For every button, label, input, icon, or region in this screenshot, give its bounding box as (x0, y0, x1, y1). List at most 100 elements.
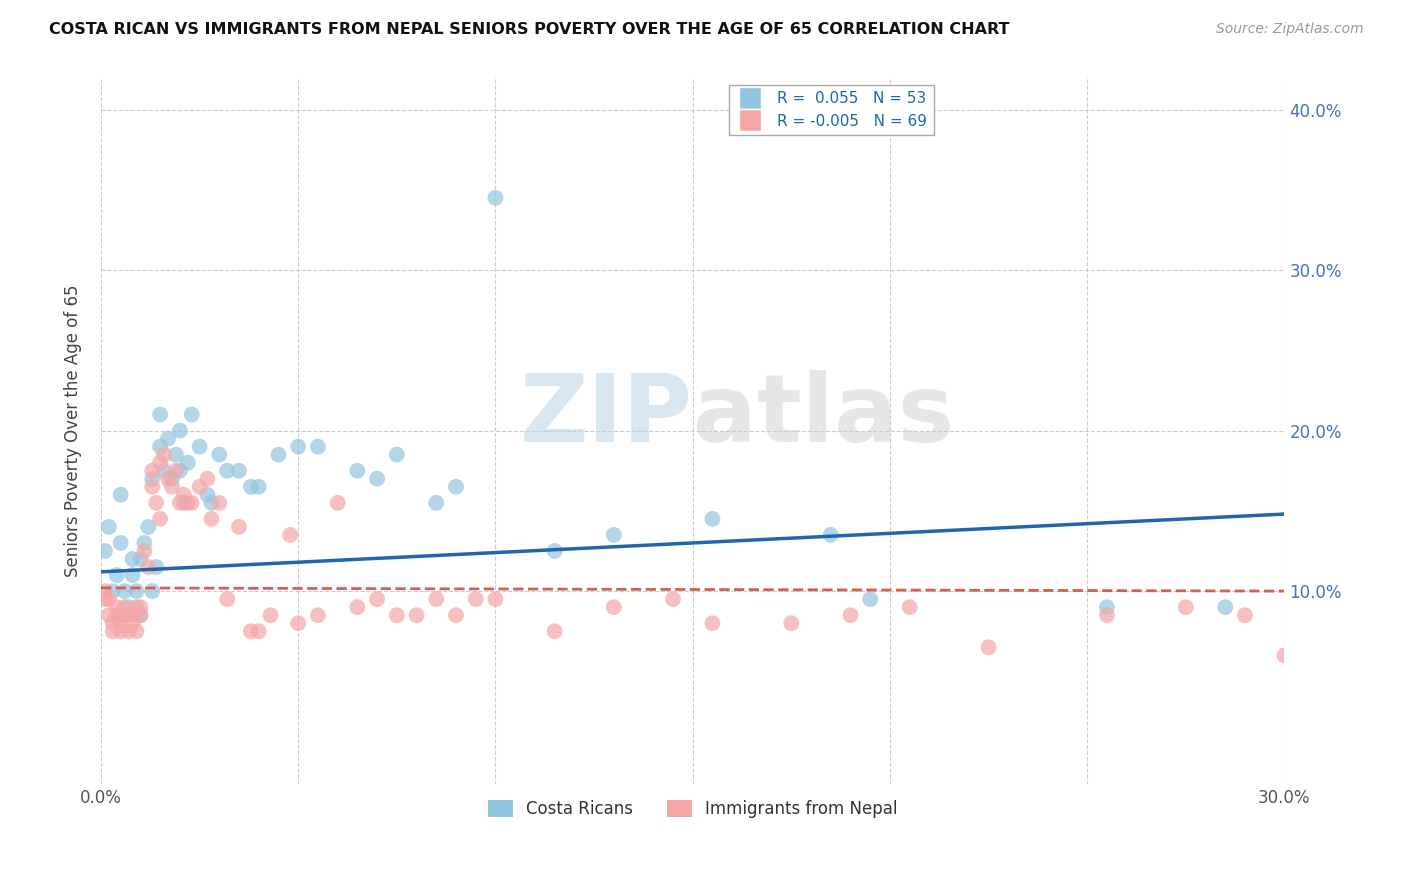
Point (157, 472, 180, 486)
Point (464, 592, 486, 607)
Point (177, 496, 200, 510)
Point (165, 464, 187, 478)
Point (239, 480, 262, 494)
Point (247, 480, 270, 494)
Point (94, 544, 117, 558)
Point (197, 472, 219, 486)
Point (117, 600, 139, 615)
Point (153, 448, 176, 462)
Point (820, 528, 842, 542)
Point (149, 408, 172, 422)
Point (169, 496, 191, 510)
Point (110, 616, 132, 631)
Point (228, 520, 250, 534)
Point (110, 624, 132, 639)
Point (141, 584, 163, 599)
Point (287, 616, 309, 631)
Point (121, 608, 143, 623)
Y-axis label: Seniors Poverty Over the Age of 65: Seniors Poverty Over the Age of 65 (65, 285, 82, 577)
Point (662, 592, 685, 607)
Point (105, 568, 128, 582)
Point (208, 496, 231, 510)
Point (177, 456, 200, 470)
Point (1233, 608, 1256, 623)
Point (346, 464, 368, 478)
Point (125, 584, 148, 599)
Point (141, 472, 163, 486)
Point (149, 440, 172, 454)
Point (180, 408, 202, 422)
Point (603, 528, 626, 542)
Point (307, 440, 329, 454)
Point (1174, 600, 1197, 615)
Point (239, 624, 262, 639)
Point (153, 464, 176, 478)
Point (110, 536, 132, 550)
Point (543, 544, 565, 558)
Point (217, 464, 239, 478)
Point (134, 544, 156, 558)
Point (287, 440, 309, 454)
Point (898, 600, 921, 615)
Legend: Costa Ricans, Immigrants from Nepal: Costa Ricans, Immigrants from Nepal (481, 793, 904, 825)
Point (110, 488, 132, 502)
Point (366, 592, 388, 607)
Point (543, 624, 565, 639)
Point (136, 560, 159, 574)
Point (385, 448, 408, 462)
Point (228, 464, 250, 478)
Text: ZIP: ZIP (520, 370, 693, 462)
Point (97, 608, 120, 623)
Point (169, 424, 191, 438)
Point (165, 448, 187, 462)
Point (173, 488, 195, 502)
Point (307, 608, 329, 623)
Point (405, 608, 427, 623)
Point (97, 520, 120, 534)
Point (160, 480, 183, 494)
Point (134, 536, 156, 550)
Point (208, 448, 231, 462)
Point (114, 608, 136, 623)
Point (114, 600, 136, 615)
Point (859, 592, 882, 607)
Point (484, 592, 506, 607)
Point (105, 600, 128, 615)
Point (173, 496, 195, 510)
Point (278, 528, 301, 542)
Point (425, 496, 447, 510)
Point (101, 616, 124, 631)
Point (603, 600, 626, 615)
Point (702, 616, 724, 631)
Text: COSTA RICAN VS IMMIGRANTS FROM NEPAL SENIORS POVERTY OVER THE AGE OF 65 CORRELAT: COSTA RICAN VS IMMIGRANTS FROM NEPAL SEN… (49, 22, 1010, 37)
Point (129, 600, 152, 615)
Point (94, 592, 117, 607)
Point (200, 512, 222, 526)
Point (157, 432, 180, 446)
Point (129, 608, 152, 623)
Point (160, 472, 183, 486)
Point (169, 464, 191, 478)
Point (188, 480, 211, 494)
Point (110, 608, 132, 623)
Point (117, 624, 139, 639)
Point (101, 584, 124, 599)
Point (326, 496, 349, 510)
Point (121, 552, 143, 566)
Text: Source: ZipAtlas.com: Source: ZipAtlas.com (1216, 22, 1364, 37)
Point (217, 592, 239, 607)
Point (444, 608, 467, 623)
Point (1213, 600, 1236, 615)
Point (97, 592, 120, 607)
Point (149, 512, 172, 526)
Point (125, 624, 148, 639)
Point (101, 624, 124, 639)
Point (121, 616, 143, 631)
Text: atlas: atlas (693, 370, 953, 462)
Point (366, 472, 388, 486)
Point (200, 496, 222, 510)
Point (1095, 608, 1118, 623)
Point (149, 456, 172, 470)
Point (121, 568, 143, 582)
Point (1274, 648, 1296, 663)
